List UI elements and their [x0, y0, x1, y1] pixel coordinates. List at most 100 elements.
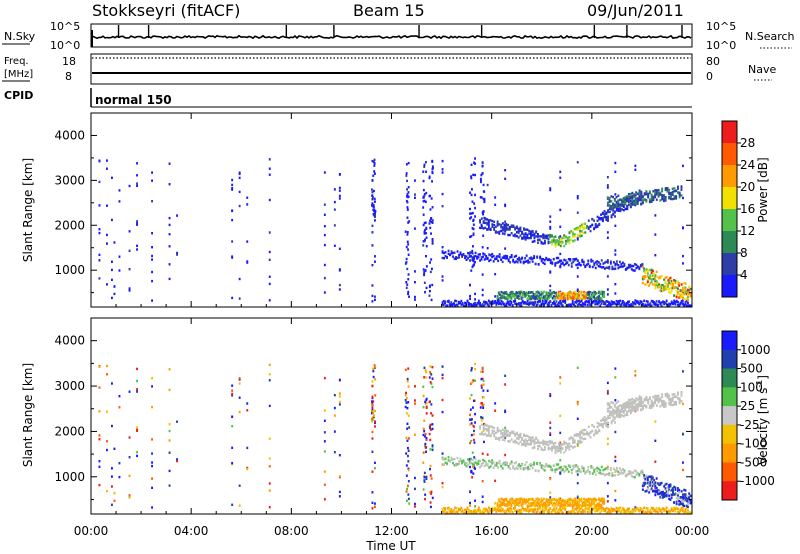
data-cell — [372, 367, 375, 370]
data-cell — [600, 497, 603, 500]
data-cell — [654, 510, 657, 513]
data-cell — [505, 304, 508, 307]
data-cell — [512, 465, 515, 468]
data-cell — [564, 499, 567, 502]
data-cell — [500, 296, 503, 299]
data-cell — [168, 484, 171, 487]
data-cell — [634, 302, 637, 306]
data-cell — [641, 482, 644, 485]
data-cell — [423, 476, 426, 479]
data-cell — [651, 476, 654, 479]
data-cell — [584, 428, 587, 432]
data-cell — [662, 495, 664, 498]
data-cell — [656, 282, 659, 286]
data-cell — [462, 511, 465, 515]
data-cell — [548, 304, 550, 307]
data-cell — [531, 295, 534, 298]
data-cell — [481, 402, 483, 405]
data-cell — [519, 511, 522, 514]
data-cell — [573, 502, 575, 505]
data-cell — [338, 395, 341, 398]
data-cell — [567, 263, 570, 267]
data-cell — [664, 301, 667, 305]
data-cell — [503, 228, 506, 232]
data-cell — [534, 508, 537, 511]
data-cell — [603, 474, 606, 477]
data-cell — [371, 400, 373, 403]
data-cell — [470, 461, 472, 464]
data-cell — [638, 395, 641, 398]
data-cell — [606, 410, 609, 413]
data-cell — [496, 426, 499, 430]
data-cell — [450, 508, 453, 511]
data-cell — [429, 467, 431, 471]
data-cell — [619, 198, 621, 201]
data-cell — [629, 205, 632, 208]
data-cell — [634, 405, 637, 409]
data-cell — [549, 465, 552, 469]
nsky-tick-right-top: 10^5 — [706, 20, 736, 33]
data-cell — [609, 509, 612, 512]
data-cell — [544, 509, 547, 512]
data-cell — [589, 504, 592, 508]
data-cell — [472, 511, 475, 514]
data-cell — [651, 484, 654, 487]
data-cell — [654, 284, 657, 287]
data-cell — [563, 470, 566, 473]
data-cell — [648, 276, 651, 279]
data-cell — [128, 436, 131, 439]
data-cell — [581, 302, 584, 305]
data-cell — [579, 230, 581, 233]
data-cell — [578, 468, 581, 471]
data-cell — [529, 498, 532, 501]
data-cell — [406, 407, 409, 410]
data-cell — [447, 252, 450, 255]
data-cell — [489, 460, 492, 463]
data-cell — [675, 286, 678, 289]
data-cell — [521, 294, 524, 297]
data-cell — [669, 489, 672, 492]
data-cell — [531, 301, 534, 304]
data-cell — [684, 282, 687, 285]
data-cell — [491, 252, 494, 256]
data-cell — [106, 373, 108, 376]
data-cell — [452, 302, 455, 305]
data-cell — [406, 188, 408, 191]
data-cell — [673, 401, 676, 404]
data-cell — [557, 467, 560, 471]
data-cell — [482, 227, 485, 230]
data-cell — [527, 261, 530, 264]
data-cell — [620, 302, 623, 305]
data-cell — [493, 426, 496, 430]
data-cell — [668, 278, 671, 282]
data-cell — [533, 255, 536, 258]
data-cell — [503, 432, 506, 436]
data-cell — [663, 302, 666, 306]
data-cell — [441, 256, 444, 260]
data-cell — [547, 240, 550, 243]
data-cell — [576, 366, 579, 369]
data-cell — [539, 293, 542, 297]
data-cell — [535, 295, 538, 298]
data-cell — [520, 511, 523, 514]
data-cell — [610, 414, 613, 417]
data-cell — [625, 304, 628, 307]
data-cell — [323, 291, 326, 294]
data-cell — [689, 287, 692, 291]
data-cell — [646, 280, 649, 284]
data-cell — [494, 225, 497, 228]
data-cell — [634, 408, 637, 411]
x-tick-label: 12:00 — [374, 524, 409, 538]
data-cell — [533, 504, 535, 507]
y-tick-label: 1000 — [54, 263, 85, 277]
data-cell — [612, 409, 614, 412]
data-cell — [407, 292, 409, 296]
data-cell — [407, 243, 410, 246]
data-cell — [479, 406, 482, 409]
data-cell — [578, 506, 580, 510]
data-cell — [482, 458, 485, 462]
data-cell — [555, 256, 558, 260]
data-cell — [474, 499, 476, 502]
data-cell — [523, 292, 525, 295]
data-cell — [558, 442, 560, 445]
